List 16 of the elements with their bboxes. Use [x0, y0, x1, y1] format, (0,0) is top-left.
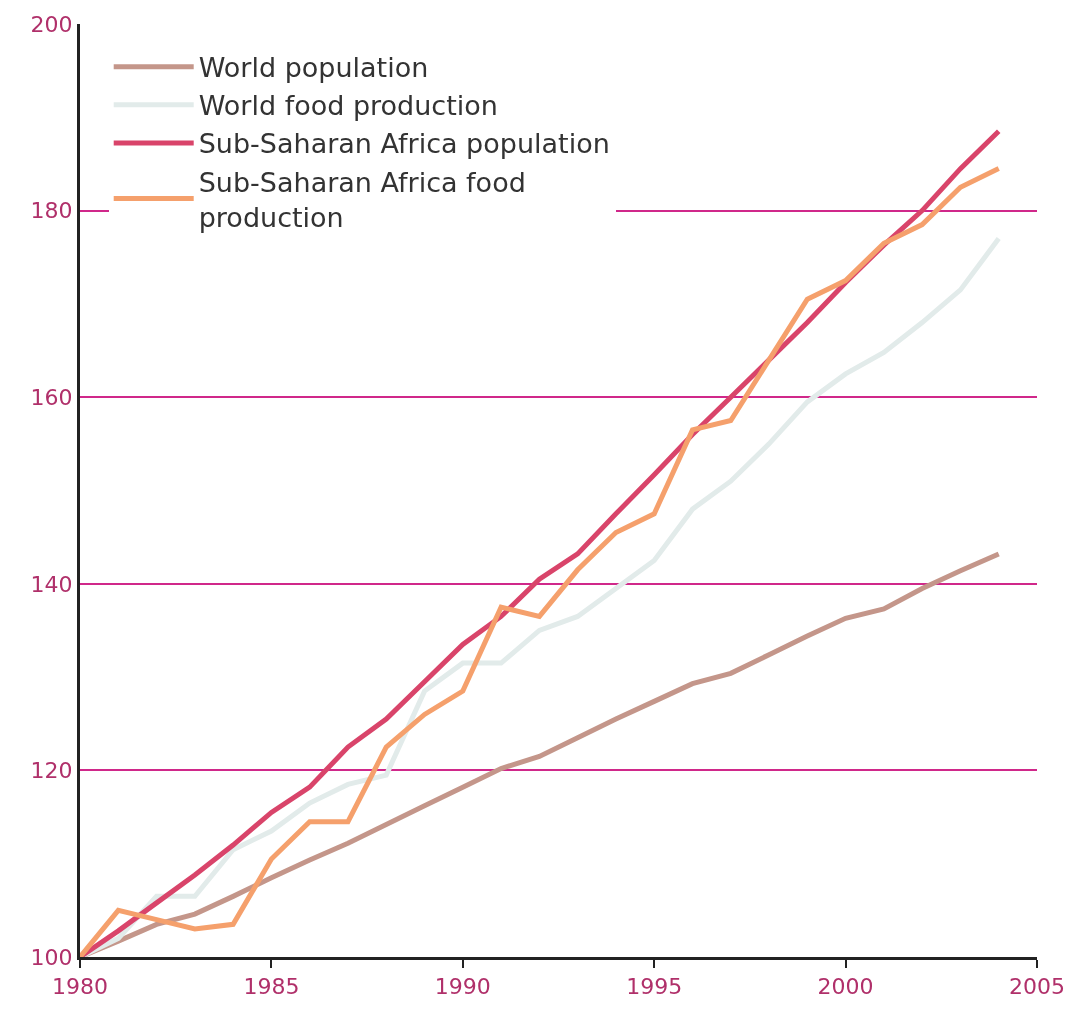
legend-label: Sub-Saharan Africa population: [198, 128, 610, 160]
y-tick-label: 180: [30, 198, 73, 224]
x-tick-label: 2000: [817, 974, 874, 1000]
legend-label: Sub-Saharan Africa food production: [198, 166, 526, 233]
x-tick-label: 2005: [1009, 974, 1065, 1000]
y-tick-label: 120: [30, 758, 73, 784]
legend-label: World population: [198, 52, 429, 84]
x-tick-label: 1980: [52, 974, 108, 1000]
y-tick-label: 200: [30, 11, 73, 37]
y-tick-label: 160: [30, 384, 73, 410]
x-tick-label: 1985: [243, 974, 300, 1000]
y-tick-label: 100: [30, 944, 73, 970]
x-tick-label: 1990: [434, 974, 491, 1000]
y-tick-label: 140: [30, 571, 73, 597]
legend-label: World food production: [198, 90, 498, 122]
x-tick-label: 1995: [626, 974, 683, 1000]
